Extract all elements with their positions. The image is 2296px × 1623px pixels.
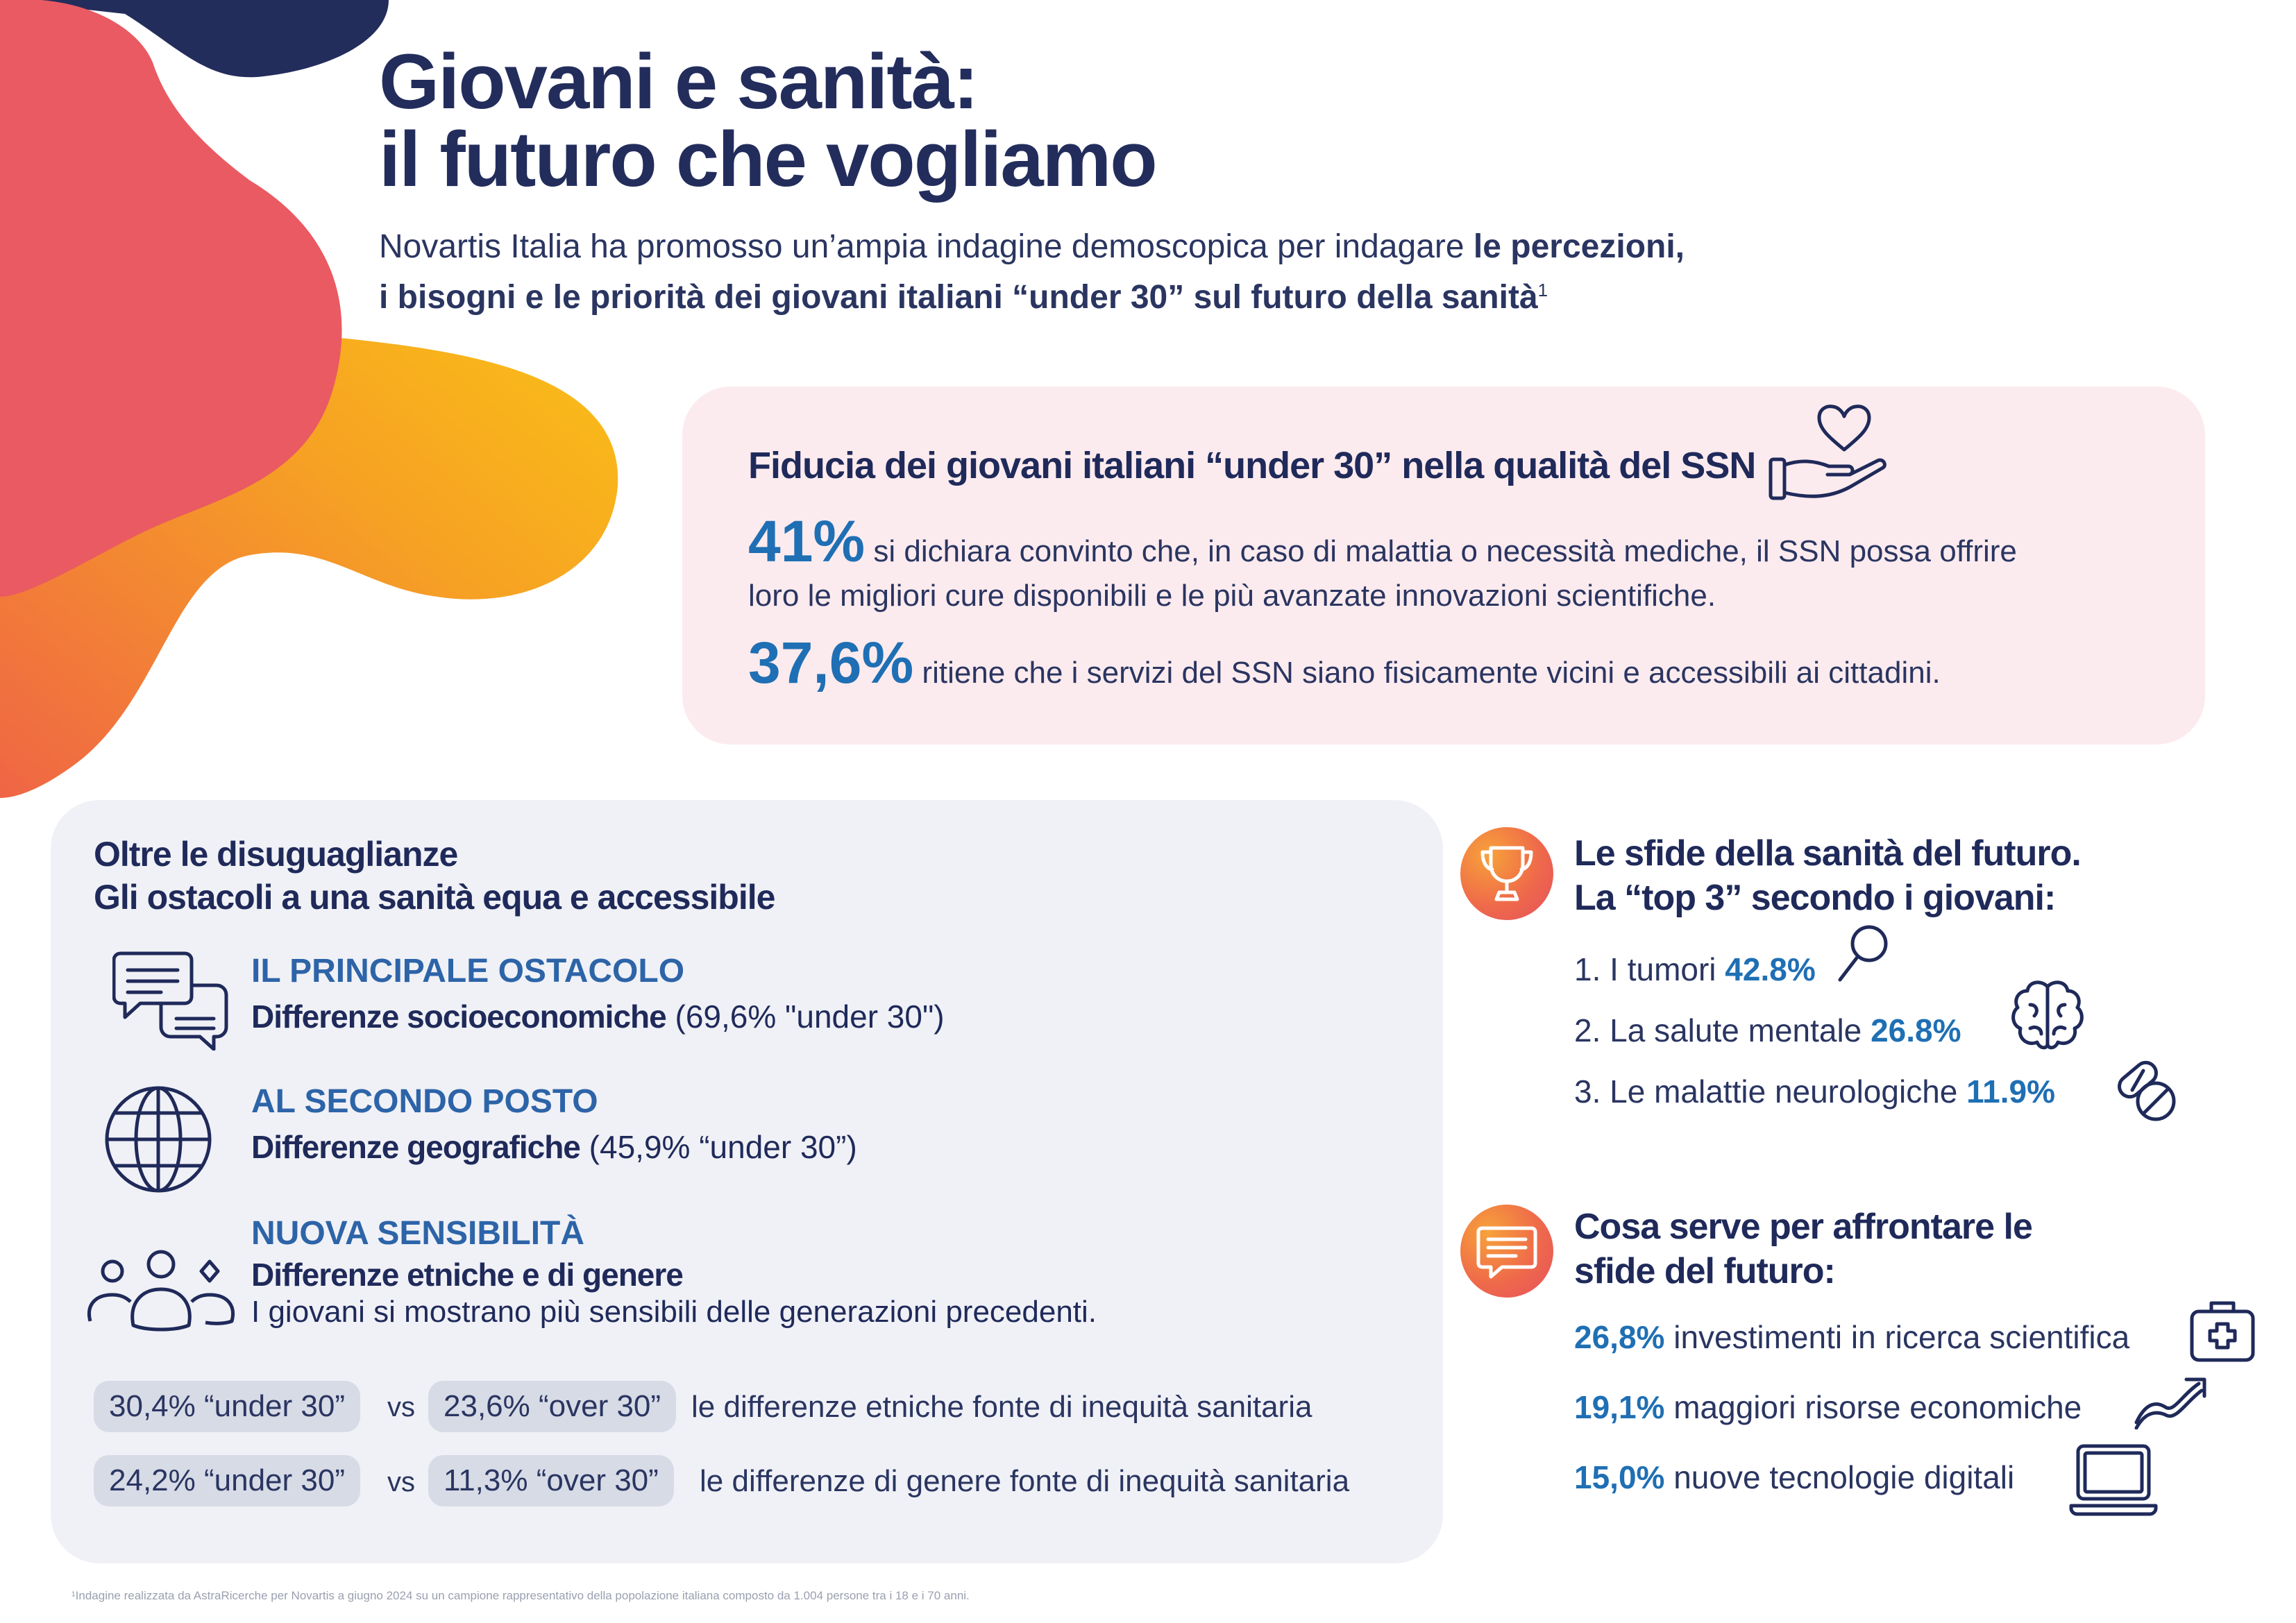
comparison-desc: le differenze etniche fonte di inequità … xyxy=(691,1390,1312,1424)
obstacle-heading: AL SECONDO POSTO xyxy=(251,1083,598,1120)
challenge-item: 2. La salute mentale 26.8% xyxy=(1574,1012,1961,1048)
growth-arrow-icon xyxy=(2134,1377,2206,1429)
need-item: 26,8% investimenti in ricerca scientific… xyxy=(1574,1319,2130,1355)
obstacle-heading: NUOVA SENSIBILITÀ xyxy=(251,1215,585,1252)
footnote: ¹Indagine realizzata da AstraRicerche pe… xyxy=(71,1589,970,1602)
comparison-desc: le differenze di genere fonte di inequit… xyxy=(700,1464,1350,1498)
obstacles-card xyxy=(51,800,1443,1563)
trust-title: Fiducia dei giovani italiani “under 30” … xyxy=(748,445,1756,486)
people-icon xyxy=(87,1250,235,1332)
challenge-item: 1. I tumori 42.8% xyxy=(1574,951,1816,987)
obstacle-heading: IL PRINCIPALE OSTACOLO xyxy=(251,953,685,989)
obstacle-note: I giovani si mostrano più sensibili dell… xyxy=(251,1295,1097,1329)
under30-pill: 24,2% “under 30” xyxy=(94,1455,360,1506)
over30-pill: 11,3% “over 30” xyxy=(428,1455,674,1506)
message-icon xyxy=(1460,1205,1553,1298)
need-item: 19,1% maggiori risorse economiche xyxy=(1574,1389,2082,1425)
stat-value: 41% xyxy=(748,509,866,574)
need-item: 15,0% nuove tecnologie digitali xyxy=(1574,1459,2015,1495)
vs-label: vs xyxy=(387,1392,415,1422)
pills-icon xyxy=(2118,1060,2176,1121)
magnifier-icon xyxy=(1838,925,1888,982)
stat-text: si dichiara convinto che, in caso di mal… xyxy=(748,534,2017,613)
stat-value: 37,6% xyxy=(748,630,914,695)
heart-hand-icon xyxy=(1769,405,1886,500)
medical-kit-icon xyxy=(2190,1301,2255,1362)
obstacle-detail: Differenze geografiche (45,9% “under 30”… xyxy=(251,1129,857,1165)
chat-bubbles-icon xyxy=(112,951,228,1051)
challenge-item: 3. Le malattie neurologiche 11.9% xyxy=(1574,1073,2056,1110)
page-title: Giovani e sanità: il futuro che vogliamo xyxy=(379,38,1158,203)
obstacle-detail: Differenze socioeconomiche (69,6% "under… xyxy=(251,999,945,1035)
trust-stat-2: 37,6% ritiene che i servizi del SSN sian… xyxy=(748,634,1941,695)
obstacles-title: Oltre le disuguaglianze Gli ostacoli a u… xyxy=(94,835,775,917)
laptop-icon xyxy=(2069,1444,2158,1516)
vs-label: vs xyxy=(387,1467,415,1497)
challenges-title: Le sfide della sanità del futuro. La “to… xyxy=(1574,833,2082,918)
trust-stat-1: 41% si dichiara convinto che, in caso di… xyxy=(748,512,2067,618)
under30-pill: 30,4% “under 30” xyxy=(94,1381,360,1432)
decorative-blob xyxy=(0,0,618,798)
brain-icon xyxy=(2011,980,2084,1050)
page-subtitle: Novartis Italia ha promosso un’ampia ind… xyxy=(379,228,1685,316)
trophy-icon xyxy=(1460,827,1553,920)
trust-card xyxy=(682,386,2205,745)
stat-text: ritiene che i servizi del SSN siano fisi… xyxy=(913,656,1941,690)
obstacle-detail: Differenze etniche e di genere xyxy=(251,1257,684,1293)
needs-title: Cosa serve per affrontare le sfide del f… xyxy=(1574,1207,2033,1291)
over30-pill: 23,6% “over 30” xyxy=(428,1381,677,1432)
globe-icon xyxy=(105,1086,212,1193)
